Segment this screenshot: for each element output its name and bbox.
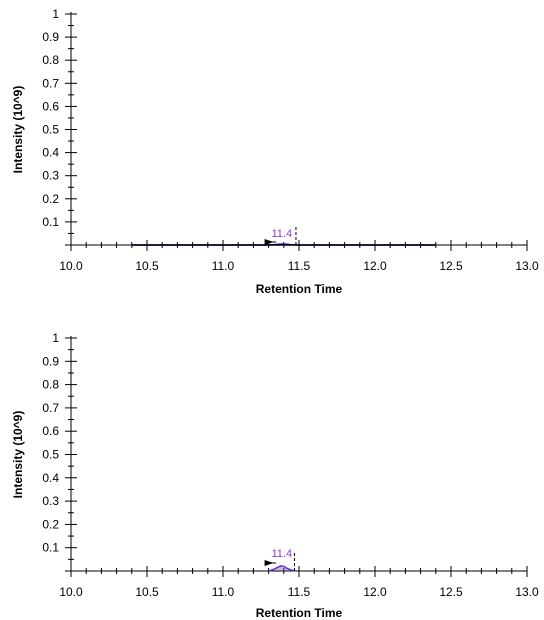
chart-panel-1: 0.1 0.2 0.3 0.4 0.5 0.6 0.7 0.8 0.9 1 10.0 10.5 11.0… [11,7,539,296]
series-line-1 [268,565,297,572]
x-tick-label: 11.5 [288,585,311,599]
x-tick-label: 10.0 [59,585,83,599]
y-tick-label: 0.8 [42,53,59,67]
x-tick-label: 10.5 [135,259,159,273]
y-tick-label: 0.7 [42,76,59,90]
y-tick-label: 0.6 [42,424,59,438]
x-tick-label: 11.0 [212,259,235,273]
y-axis-title: Intensity (10^9) [11,86,25,174]
y-tick-label: 0.7 [42,401,59,415]
y-tick-label: 0.6 [42,99,59,113]
x-tick-label: 12.5 [439,585,463,599]
x-tick-label: 11.5 [288,259,311,273]
y-tick-label: 0.1 [42,541,59,555]
y-tick-label: 0.5 [42,123,59,137]
y-tick-label: 0.1 [42,215,59,229]
x-axis-title: Retention Time [256,282,343,296]
y-tick-label: 0.4 [42,471,59,485]
y-tick-label: 1 [52,7,59,21]
x-tick-label: 12.5 [439,259,463,273]
y-tick-label: 1 [52,331,59,345]
x-tick-label: 10.5 [135,585,159,599]
y-tick-label: 0.8 [42,378,59,392]
x-tick-label: 11.0 [212,585,235,599]
peak-label: 11.4 [272,548,293,560]
x-tick-label: 10.0 [59,259,83,273]
y-tick-label: 0.2 [42,192,59,206]
y-axis-title: Intensity (10^9) [11,411,25,499]
y-tick-label: 0.2 [42,517,59,531]
y-tick-label: 0.3 [42,169,59,183]
x-tick-label: 13.0 [515,585,539,599]
y-tick-label: 0.9 [42,30,59,44]
peak-area [268,565,296,571]
y-tick-label: 0.5 [42,448,59,462]
x-tick-label: 12.0 [363,259,387,273]
x-tick-label: 13.0 [515,259,539,273]
peak-label: 11.4 [272,228,293,240]
x-axis-title: Retention Time [256,606,343,620]
y-tick-label: 0.3 [42,494,59,508]
x-tick-label: 12.0 [363,585,387,599]
chart-panel-2: 0.1 0.2 0.3 0.4 0.5 0.6 0.7 0.8 0.9 1 10.0 10.5 11.0… [11,331,539,620]
y-tick-label: 0.4 [42,146,59,160]
y-tick-label: 0.9 [42,354,59,368]
